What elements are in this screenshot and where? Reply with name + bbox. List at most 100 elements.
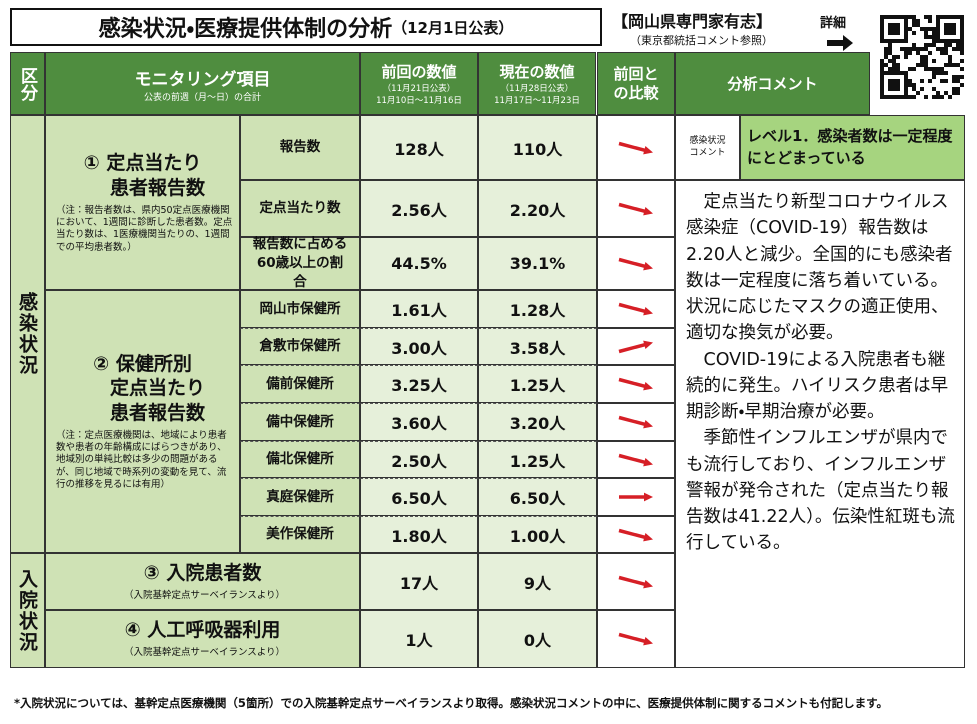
group: ② 保健所別 定点当たり 患者報告数 （注：定点医療機関は、地域により患者数や患者の年…	[45, 290, 240, 553]
previous-value: 128人	[360, 115, 478, 180]
comment-paragraph: 定点当たり新型コロナウイルス感染症（COVID-19）報告数は2.20人と減少。…	[686, 192, 953, 344]
previous-value: 6.50人	[360, 478, 478, 516]
row-label: 真庭保健所	[240, 478, 360, 516]
header-text: 区分	[17, 66, 37, 101]
row-label-text: 備北保健所	[266, 451, 334, 468]
row-label: 倉敷市保健所	[240, 328, 360, 365]
current-value: 39.1%	[478, 237, 597, 290]
header-comparison: 前回との比較	[597, 52, 675, 115]
trend-arrow	[619, 492, 653, 502]
source-note: （東京都統括コメント参照）	[630, 34, 773, 47]
previous-value: 17人	[360, 553, 478, 610]
row-label: 備前保健所	[240, 365, 360, 403]
category: 感染状況	[10, 115, 45, 553]
row-label: 美作保健所	[240, 516, 360, 553]
row-label-text: 備中保健所	[266, 413, 334, 430]
header-note: 11月17日～11月23日	[494, 96, 580, 106]
trend-arrow	[618, 302, 653, 316]
comment-level: レベル1．感染者数は一定程度にとどまっている	[740, 115, 965, 180]
value-text: 1.25人	[509, 376, 566, 395]
header-current: 現在の数値 （11月28日公表） 11月17日～11月23日	[478, 52, 596, 115]
trend-arrow	[618, 575, 653, 588]
group: ① 定点当たり 患者報告数 （注：報告者数は、県内50定点医療機関において、1週間に…	[45, 115, 240, 290]
comparison	[597, 365, 675, 403]
current-value: 1.28人	[478, 290, 597, 328]
group-title: 患者報告数	[109, 401, 205, 424]
row-label-text: 岡山市保健所	[259, 300, 341, 317]
trend-arrow	[618, 453, 653, 466]
current-value: 1.00人	[478, 516, 597, 553]
value-text: 39.1%	[509, 254, 566, 273]
row-label-text: 備前保健所	[266, 375, 334, 392]
title-box: 感染状況・医療提供体制の分析 （12月1日公表）	[10, 8, 602, 46]
trend-arrow	[618, 340, 653, 353]
trend-arrow	[618, 202, 653, 215]
comparison	[597, 553, 675, 610]
value-text: 3.58人	[509, 338, 566, 358]
value-text: 44.5%	[391, 254, 447, 273]
qr-code	[880, 15, 964, 99]
detail: 詳細	[820, 16, 847, 31]
comment-label: 感染状況コメント	[675, 115, 740, 180]
comparison	[597, 115, 675, 180]
comparison	[597, 290, 675, 328]
trend-arrow	[618, 632, 653, 646]
header-text: 現在の数値	[499, 63, 575, 81]
value-text: 17人	[399, 573, 439, 593]
comparison	[597, 610, 675, 668]
header-text: 前回の数値	[381, 63, 457, 81]
group-title: 患者報告数	[109, 176, 205, 199]
previous-value: 3.60人	[360, 403, 478, 441]
previous-value: 1.80人	[360, 516, 478, 553]
category-text: 入院状況	[16, 568, 38, 653]
comparison	[597, 328, 675, 365]
value-text: 1人	[405, 631, 433, 650]
row-label-text: 倉敷市保健所	[259, 338, 341, 355]
detail-arrow	[827, 35, 853, 51]
header-item: モニタリング項目 公表の前週（月～日）の合計	[45, 52, 360, 115]
row-label: 報告数	[240, 115, 360, 180]
row-label: 報告数に占める60歳以上の割合	[240, 236, 360, 290]
value-text: 1.80人	[391, 526, 447, 546]
group-note: （入院基幹定点サーベイランスより）	[123, 589, 286, 601]
header-previous: 前回の数値 （11月21日公表） 11月10日～11月16日	[360, 52, 478, 115]
group: ④ 人工呼吸器利用 （入院基幹定点サーベイランスより）	[45, 610, 360, 668]
value-text: 6.50人	[391, 489, 447, 508]
current-value: 9人	[478, 553, 597, 610]
comparison	[597, 516, 675, 553]
value-text: 1.28人	[509, 301, 566, 320]
group-title: ④ 人工呼吸器利用	[124, 619, 281, 642]
group-title: ① 定点当たり	[83, 152, 202, 175]
header-note: 11月10日～11月16日	[376, 96, 462, 106]
current-value: 3.20人	[478, 403, 597, 441]
current-value: 1.25人	[478, 441, 597, 478]
value-text: 9人	[523, 573, 552, 593]
group-title: ③ 入院患者数	[143, 561, 262, 584]
previous-value: 1人	[360, 610, 478, 668]
previous-value: 1.61人	[360, 290, 478, 328]
trend-arrow	[618, 415, 653, 429]
value-text: 3.25人	[391, 376, 447, 395]
header-note: 公表の前週（月～日）の合計	[143, 92, 261, 103]
row-label-text: 美作保健所	[266, 526, 334, 543]
comparison	[597, 237, 675, 290]
row-label: 定点当たり数	[240, 180, 360, 237]
group-title: ② 保健所別	[93, 352, 192, 375]
header-category: 区分	[10, 52, 45, 115]
trend-arrow	[618, 141, 653, 154]
value-text: 3.00人	[391, 338, 447, 358]
comparison	[597, 180, 675, 237]
value-text: 3.20人	[509, 414, 566, 433]
header-text: 前回との比較	[613, 64, 659, 102]
row-label-text: 真庭保健所	[266, 488, 334, 505]
trend-arrow	[618, 528, 653, 541]
previous-value: 44.5%	[360, 237, 478, 290]
value-text: 3.60人	[391, 414, 447, 433]
group: ③ 入院患者数 （入院基幹定点サーベイランスより）	[45, 553, 360, 610]
row-label: 備中保健所	[240, 403, 360, 441]
current-value: 6.50人	[478, 478, 597, 516]
category: 入院状況	[10, 553, 45, 668]
comparison	[597, 478, 675, 516]
comment-label-text: 感染状況コメント	[689, 135, 726, 158]
current-value: 2.20人	[478, 180, 597, 237]
